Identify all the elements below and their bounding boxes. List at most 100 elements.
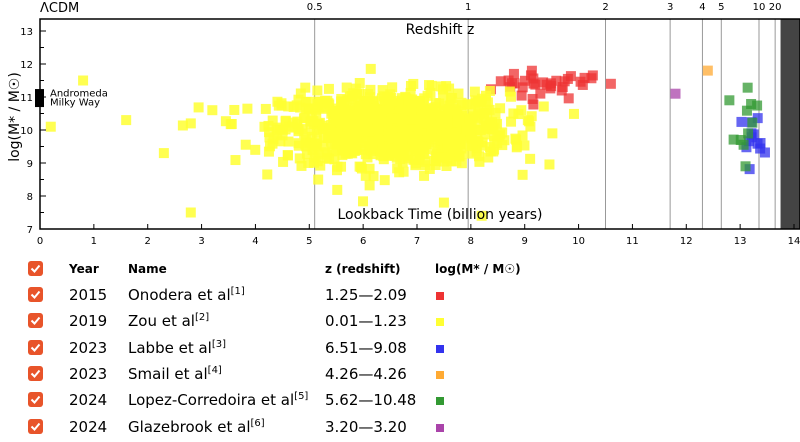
- data-point: [379, 175, 390, 186]
- dataset-checkbox[interactable]: [28, 392, 43, 408]
- data-point: [453, 88, 464, 99]
- data-point: [579, 72, 590, 83]
- data-point: [410, 145, 421, 156]
- data-point: [323, 133, 334, 144]
- data-point: [384, 99, 395, 110]
- dataset-name[interactable]: Zou et al[2]: [128, 312, 209, 330]
- dataset-checkbox[interactable]: [28, 365, 43, 381]
- dataset-name[interactable]: Lopez-Corredoira et al[5]: [128, 391, 308, 409]
- data-point: [347, 94, 358, 105]
- data-point: [425, 113, 436, 124]
- data-point: [280, 115, 291, 126]
- data-point: [340, 131, 351, 142]
- data-point: [193, 102, 204, 113]
- data-point: [484, 85, 495, 96]
- dataset-color-swatch: [436, 423, 444, 432]
- data-point: [728, 134, 739, 145]
- dataset-checkbox[interactable]: [28, 287, 43, 302]
- dataset-name[interactable]: Glazebrook et al[6]: [128, 418, 265, 436]
- data-point: [364, 180, 375, 191]
- legend-row: 2015 Onodera et al[1] 1.25—2.09: [0, 284, 800, 310]
- data-point: [355, 115, 366, 126]
- data-point: [354, 101, 365, 112]
- data-point: [342, 95, 353, 106]
- data-point: [422, 90, 433, 101]
- data-point: [372, 123, 383, 134]
- data-point: [738, 139, 749, 150]
- data-point: [551, 75, 562, 86]
- data-point: [220, 116, 231, 127]
- data-point: [474, 109, 485, 120]
- data-point: [293, 94, 304, 105]
- data-point: [444, 83, 455, 94]
- chart-background: [780, 19, 800, 229]
- data-point: [506, 116, 517, 127]
- data-point: [450, 143, 461, 154]
- data-point: [489, 144, 500, 155]
- dataset-name-text: Labbe et al: [128, 338, 212, 357]
- data-point: [396, 95, 407, 106]
- data-point: [310, 104, 321, 115]
- dataset-name[interactable]: Labbe et al[3]: [128, 339, 226, 357]
- data-point: [299, 112, 310, 123]
- data-point: [382, 122, 393, 133]
- data-point: [260, 103, 271, 114]
- reference-link[interactable]: [6]: [250, 417, 265, 429]
- reference-link[interactable]: [5]: [294, 391, 309, 403]
- data-point: [240, 139, 251, 150]
- dataset-name[interactable]: Onodera et al[1]: [128, 286, 245, 304]
- reference-link[interactable]: [2]: [194, 312, 210, 324]
- dataset-checkbox[interactable]: [28, 418, 43, 434]
- data-point: [347, 143, 358, 154]
- reference-link[interactable]: [3]: [211, 338, 226, 350]
- shaded-region: [780, 19, 800, 229]
- data-point: [263, 146, 274, 157]
- data-point: [519, 140, 530, 151]
- data-point: [341, 82, 352, 93]
- data-point: [404, 105, 415, 116]
- dataset-checkbox[interactable]: [28, 313, 43, 329]
- x-tick-label: 4: [252, 236, 258, 247]
- mass-header: log(M* / M☉): [435, 262, 521, 276]
- data-point: [312, 136, 323, 147]
- data-point: [568, 108, 579, 119]
- data-point: [272, 122, 283, 133]
- select-all-checkbox[interactable]: [28, 261, 43, 276]
- reference-label: Andromeda: [50, 89, 108, 100]
- data-point: [752, 100, 763, 111]
- data-point: [461, 125, 472, 136]
- data-point: [330, 116, 341, 127]
- data-point: [456, 158, 467, 169]
- data-point: [412, 97, 423, 108]
- data-point: [527, 93, 538, 104]
- data-point: [442, 139, 453, 150]
- data-point: [470, 98, 481, 109]
- data-point: [426, 131, 437, 142]
- data-point: [336, 96, 347, 107]
- data-point: [313, 174, 324, 185]
- x-axis-label: Lookback Time (billion years): [337, 207, 542, 223]
- dataset-year: 2023: [69, 338, 108, 357]
- reference-link[interactable]: [4]: [207, 364, 222, 376]
- data-point: [383, 105, 394, 116]
- data-point: [177, 120, 188, 131]
- data-point: [121, 115, 132, 126]
- data-point: [358, 196, 369, 207]
- data-point: [405, 87, 416, 98]
- data-point: [391, 152, 402, 163]
- redshift-tick-label: 0.5: [307, 2, 323, 13]
- dataset-name[interactable]: Smail et al[4]: [128, 365, 222, 383]
- reference-link[interactable]: [1]: [230, 286, 245, 297]
- data-point: [283, 136, 294, 147]
- redshift-tick-label: 10: [753, 2, 766, 13]
- redshift-grid: [314, 19, 776, 229]
- data-point: [362, 152, 373, 163]
- data-point: [377, 85, 388, 96]
- data-point: [385, 89, 396, 100]
- y-tick-label: 7: [27, 225, 33, 236]
- dataset-checkbox[interactable]: [28, 339, 43, 355]
- data-point: [741, 105, 752, 116]
- redshift-tick-label: 20: [769, 2, 782, 13]
- data-point: [462, 99, 473, 110]
